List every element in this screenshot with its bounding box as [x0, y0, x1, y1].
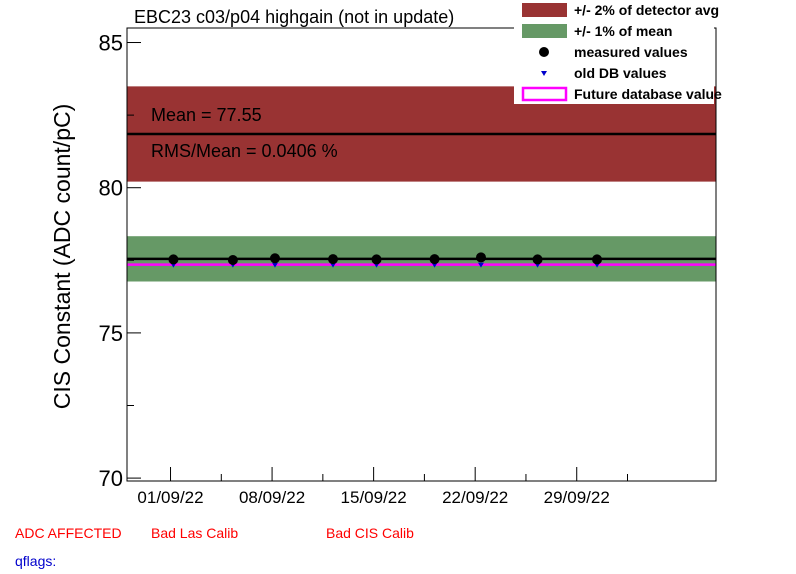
y-tick-label: 80: [99, 176, 123, 201]
x-tick-label: 01/09/22: [137, 488, 203, 507]
bad-cis-calib-flag: Bad CIS Calib: [326, 525, 414, 541]
bad-las-calib-flag: Bad Las Calib: [151, 525, 239, 541]
measured-point: [475, 252, 486, 263]
measured-point: [532, 254, 543, 265]
legend-label: measured values: [574, 44, 688, 60]
adc-affected-flag: ADC AFFECTED: [15, 525, 122, 541]
x-tick-label: 22/09/22: [442, 488, 508, 507]
measured-point: [269, 253, 280, 264]
y-axis-label: CIS Constant (ADC count/pC): [49, 104, 75, 410]
legend-old-db-marker: [541, 71, 547, 76]
measured-point: [227, 255, 238, 266]
legend-detector-band-swatch: [522, 3, 567, 17]
x-tick-label: 29/09/22: [544, 488, 610, 507]
legend-mean-band-swatch: [522, 24, 567, 38]
y-tick-label: 70: [99, 466, 123, 491]
measured-point: [328, 254, 339, 265]
legend: +/- 2% of detector avg +/- 1% of mean meas…: [514, 0, 722, 104]
measured-point: [592, 254, 603, 265]
legend-label: +/- 1% of mean: [574, 23, 672, 39]
measured-point: [429, 254, 440, 265]
x-tick-label: 15/09/22: [341, 488, 407, 507]
measured-point: [371, 254, 382, 265]
y-tick-label: 85: [99, 31, 123, 56]
old-db-point: [477, 262, 484, 268]
qflags-label: qflags:: [15, 553, 57, 569]
chart-title: EBC23 c03/p04 highgain (not in update): [134, 7, 454, 27]
y-tick-label: 75: [99, 321, 123, 346]
legend-label: +/- 2% of detector avg: [574, 2, 719, 18]
legend-measured-marker: [539, 47, 549, 57]
x-tick-label: 08/09/22: [239, 488, 305, 507]
legend-future-db-swatch: [521, 86, 568, 102]
mean-annotation: Mean = 77.55: [151, 105, 262, 125]
old-db-point: [271, 262, 278, 268]
measured-point: [168, 254, 179, 265]
rms-annotation: RMS/Mean = 0.0406 %: [151, 141, 338, 161]
legend-label: Future database value: [574, 86, 722, 102]
legend-label: old DB values: [574, 65, 667, 81]
